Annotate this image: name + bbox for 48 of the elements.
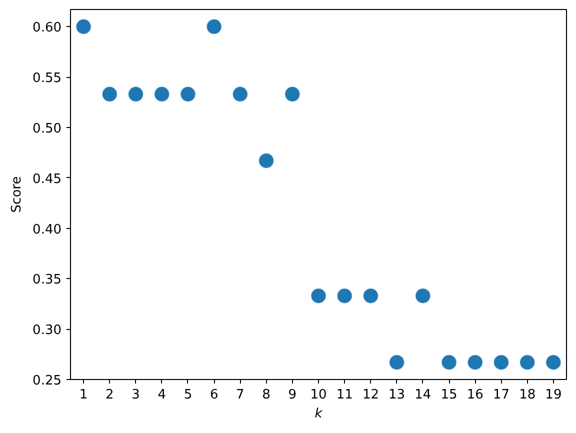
x-tick-label: 14 <box>414 388 432 402</box>
point <box>128 86 144 102</box>
point <box>337 288 352 304</box>
x-tick-label: 2 <box>106 388 114 402</box>
y-tick-label: 0.45 <box>32 172 62 187</box>
x-tick-label: 1 <box>79 388 88 402</box>
y-tick-label: 0.55 <box>32 71 62 86</box>
point <box>468 354 483 370</box>
point <box>206 19 222 34</box>
point <box>284 86 300 102</box>
x-tick-label: 8 <box>262 388 270 402</box>
point <box>180 86 196 102</box>
y-tick-label: 0.35 <box>32 272 62 288</box>
point <box>363 288 378 304</box>
y-tick-label: 0.40 <box>32 222 62 238</box>
y-tick-label: 0.60 <box>32 20 62 36</box>
point <box>311 288 326 304</box>
y-tick-label: 0.30 <box>32 323 62 338</box>
x-tick-label: 11 <box>336 388 353 402</box>
point <box>76 19 92 34</box>
y-tick-label: 0.50 <box>32 121 62 136</box>
x-tick-label: 18 <box>519 388 536 402</box>
x-tick-label: 7 <box>236 388 244 402</box>
x-tick-label: 9 <box>288 388 297 402</box>
point <box>258 153 274 168</box>
x-axis-title: k <box>314 406 323 422</box>
x-tick-label: 5 <box>184 388 192 402</box>
x-tick-label: 4 <box>158 388 166 402</box>
x-tick-label: 19 <box>545 388 562 402</box>
y-axis-title: Score <box>10 176 25 213</box>
x-tick-label: 10 <box>310 388 327 402</box>
point <box>546 354 561 370</box>
point <box>442 354 457 370</box>
point <box>232 86 248 102</box>
x-tick-label: 13 <box>388 388 406 402</box>
x-tick-label: 12 <box>362 388 379 402</box>
point <box>520 354 535 370</box>
x-tick-label: 3 <box>132 388 140 402</box>
x-tick-label: 6 <box>210 388 218 402</box>
point <box>102 86 118 102</box>
x-tick-label: 17 <box>492 388 510 402</box>
point <box>494 354 509 370</box>
point <box>415 288 430 304</box>
y-tick-label: 0.25 <box>32 374 62 388</box>
point <box>154 86 170 102</box>
point <box>389 354 404 370</box>
x-tick-label: 15 <box>440 388 458 402</box>
x-tick-label: 16 <box>466 388 484 402</box>
